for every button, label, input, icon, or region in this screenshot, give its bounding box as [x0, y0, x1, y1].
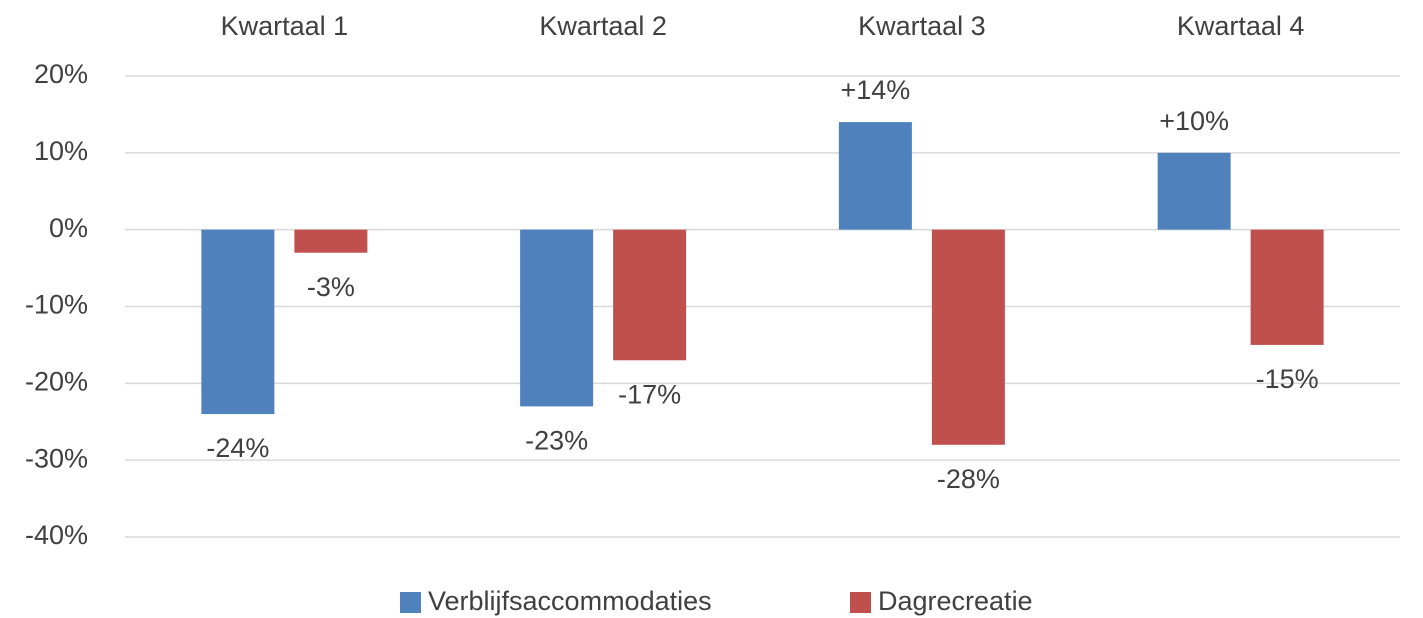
bar [1157, 152, 1231, 230]
data-label: -28% [937, 464, 1000, 494]
legend-swatch [850, 592, 871, 613]
y-tick-label: -30% [25, 443, 88, 473]
y-tick-label: -40% [25, 520, 88, 550]
legend-label: Verblijfsaccommodaties [428, 586, 712, 616]
bar [520, 229, 594, 407]
data-label: -24% [206, 433, 269, 463]
bar [838, 122, 912, 230]
data-label: +10% [1159, 106, 1229, 136]
bar [201, 229, 275, 415]
data-label: +14% [840, 75, 910, 105]
y-tick-label: 10% [34, 136, 88, 166]
x-tick-label: Kwartaal 2 [539, 11, 667, 41]
data-label: -23% [525, 426, 588, 456]
x-tick-label: Kwartaal 4 [1177, 11, 1305, 41]
y-tick-label: -10% [25, 290, 88, 320]
y-tick-label: -20% [25, 366, 88, 396]
bar [613, 229, 687, 361]
data-label: -17% [618, 379, 681, 409]
y-tick-label: 20% [34, 59, 88, 89]
legend-label: Dagrecreatie [878, 586, 1033, 616]
legend-swatch [400, 592, 421, 613]
y-tick-label: 0% [49, 213, 88, 243]
x-tick-label: Kwartaal 3 [858, 11, 986, 41]
x-tick-label: Kwartaal 1 [221, 11, 349, 41]
data-label: -15% [1256, 364, 1319, 394]
bar [1250, 229, 1324, 345]
bar [294, 229, 368, 253]
bar [931, 229, 1005, 445]
data-label: -3% [307, 272, 355, 302]
